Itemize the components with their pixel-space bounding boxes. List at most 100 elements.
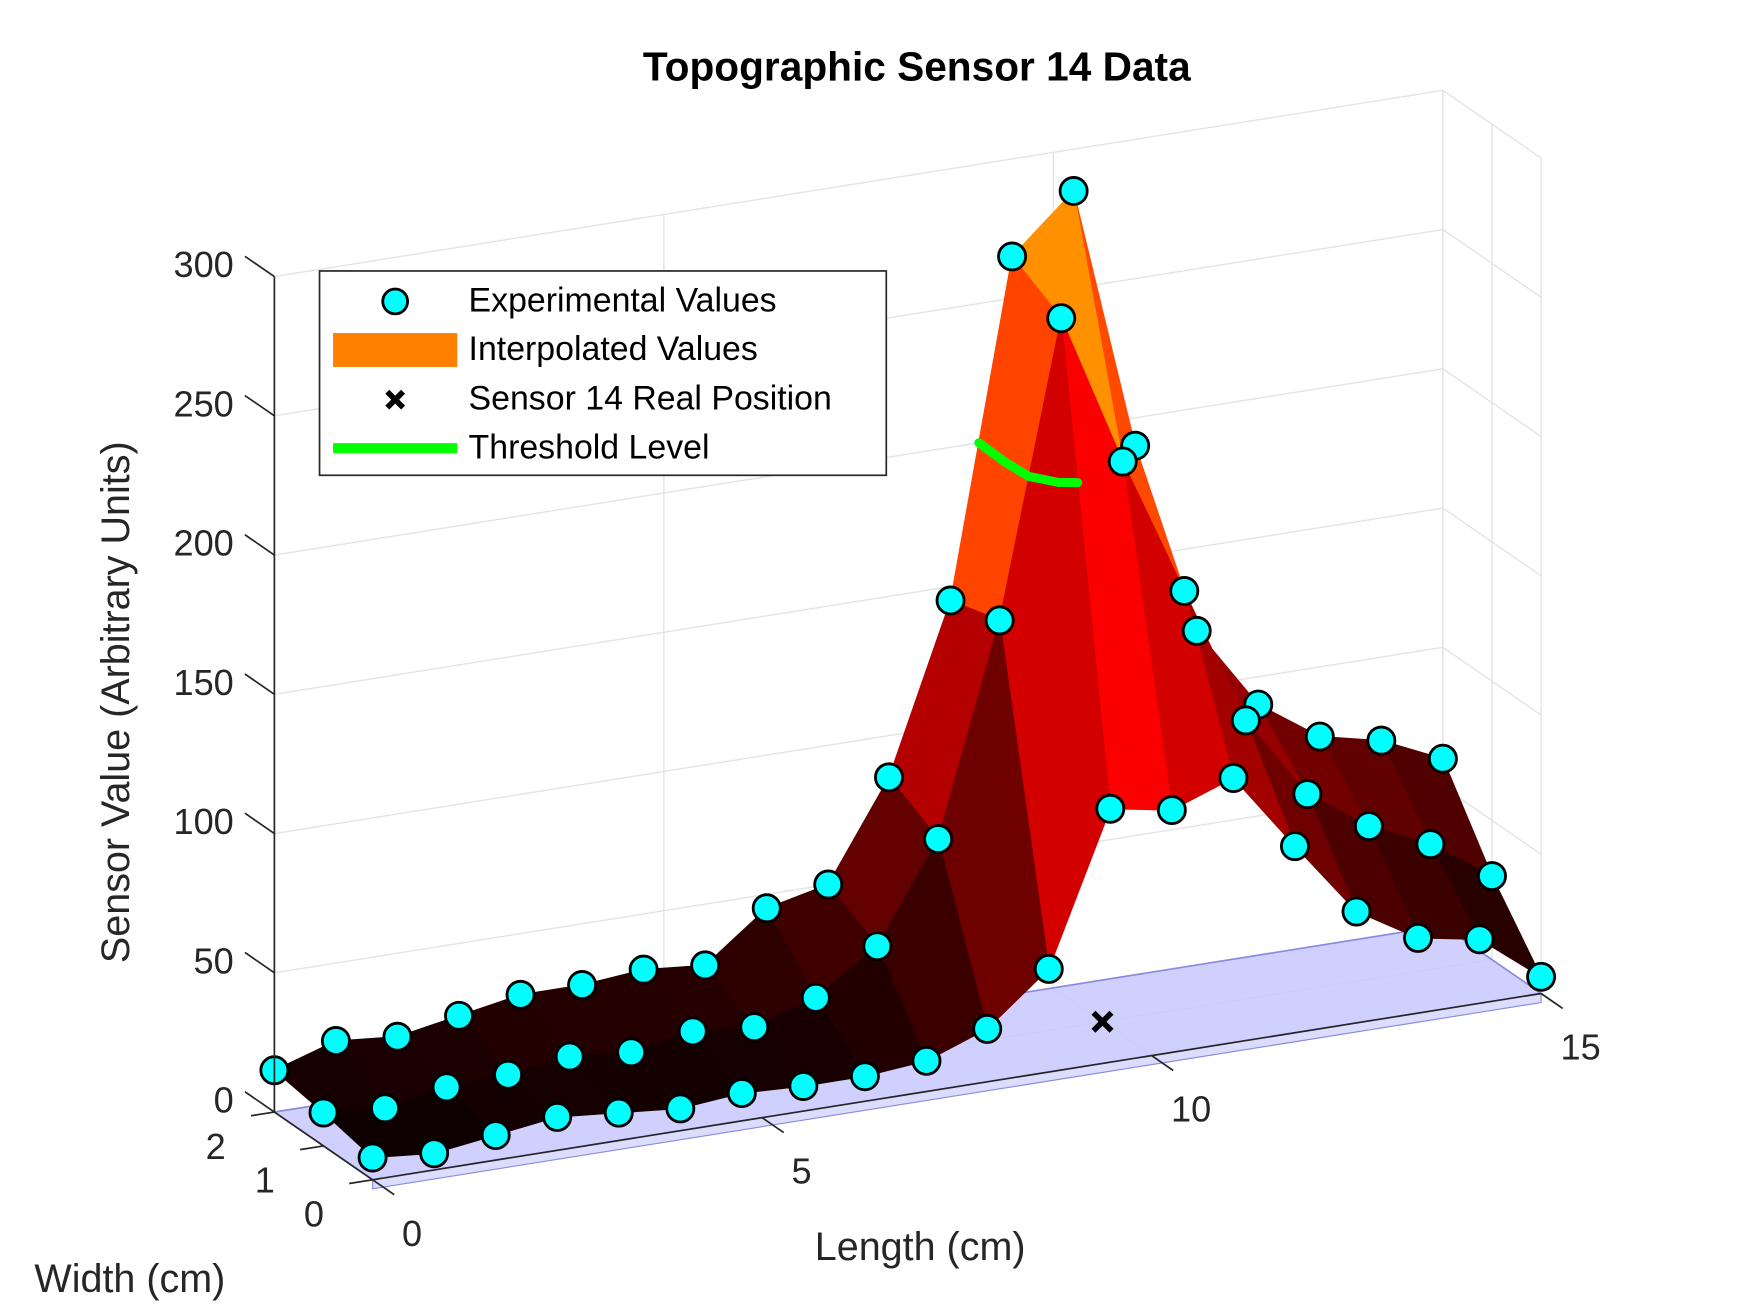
experimental-point: [1403, 922, 1433, 953]
grid-line: [1442, 89, 1542, 159]
experimental-point: [308, 1097, 339, 1128]
experimental-point: [690, 950, 721, 981]
x-tick-label: 0: [402, 1213, 422, 1254]
experimental-point: [419, 1138, 450, 1169]
y-tick-label: 1: [255, 1160, 275, 1201]
experimental-point: [935, 585, 966, 616]
experimental-point: [1353, 811, 1384, 842]
x-axis-label: Length (cm): [815, 1225, 1026, 1269]
experimental-point: [997, 241, 1028, 272]
experimental-point: [1095, 793, 1126, 824]
experimental-point: [1279, 831, 1310, 862]
x-axis-line: [372, 992, 1542, 1181]
z-tick: [244, 673, 275, 696]
z-tick-label: 150: [173, 662, 233, 703]
x-tick: [372, 1179, 395, 1196]
z-tick: [244, 394, 275, 417]
legend-label: Threshold Level: [469, 428, 710, 466]
z-tick: [244, 534, 275, 556]
z-tick-label: 200: [173, 523, 233, 564]
z-tick: [244, 951, 275, 974]
experimental-point: [677, 1016, 708, 1047]
experimental-point: [382, 1021, 413, 1052]
x-tick-label: 15: [1561, 1026, 1601, 1067]
grid-line: [274, 507, 1443, 695]
experimental-point: [431, 1072, 462, 1103]
z-tick-label: 250: [173, 383, 233, 424]
z-tick-label: 100: [173, 801, 233, 842]
legend-label: Interpolated Values: [469, 330, 758, 368]
experimental-point: [923, 824, 954, 855]
experimental-point: [1107, 446, 1138, 477]
experimental-point: [603, 1097, 634, 1128]
x-tick: [761, 1116, 785, 1134]
experimental-point: [554, 1041, 585, 1072]
x-tick-label: 10: [1171, 1089, 1211, 1130]
y-axis-line: [273, 1111, 374, 1181]
sensor-marker: [1091, 1010, 1114, 1033]
experimental-point: [1464, 924, 1495, 955]
experimental-point: [1046, 303, 1077, 334]
z-tick-label: 0: [214, 1080, 234, 1121]
experimental-point: [567, 970, 598, 1000]
legend-label: Experimental Values: [469, 282, 777, 320]
experimental-point: [1304, 721, 1335, 752]
legend: Experimental Values Interpolated Values …: [318, 270, 888, 477]
experimental-point: [788, 1071, 819, 1102]
experimental-point: [849, 1061, 880, 1092]
experimental-point: [1169, 576, 1200, 606]
experimental-point: [1427, 743, 1458, 774]
experimental-point: [862, 931, 893, 962]
experimental-point: [1181, 615, 1212, 646]
experimental-point: [357, 1142, 388, 1173]
threshold-segment: [1024, 471, 1063, 487]
z-tick: [244, 812, 275, 835]
experimental-point: [493, 1059, 524, 1090]
grid-line: [1442, 646, 1542, 716]
experimental-point: [1341, 896, 1372, 927]
y-tick-label: 0: [304, 1194, 324, 1235]
experimental-point: [972, 1013, 1003, 1044]
grid-line: [274, 89, 1443, 278]
x-tick: [1540, 992, 1564, 1010]
z-tick-label: 300: [173, 244, 233, 285]
experimental-point: [1366, 725, 1397, 756]
y-axis-label: Width (cm): [34, 1257, 225, 1301]
experimental-point: [505, 979, 536, 1010]
threshold-segment: [974, 438, 1010, 467]
y-tick-label: 2: [206, 1126, 226, 1167]
experimental-point: [628, 954, 659, 985]
legend-symbol: [385, 389, 406, 410]
experimental-point: [751, 893, 782, 924]
legend-symbol: [333, 333, 458, 367]
legend-symbol: [381, 287, 410, 316]
grid-line: [1442, 507, 1542, 577]
experimental-point: [1230, 705, 1261, 736]
experimental-point: [616, 1037, 647, 1068]
experimental-point: [911, 1045, 942, 1076]
y-tick: [250, 1111, 275, 1117]
experimental-point: [800, 982, 831, 1013]
experimental-point: [1218, 763, 1249, 793]
z-axis-label: Sensor Value (Arbitrary Units): [94, 441, 138, 963]
chart-title: Topographic Sensor 14 Data: [643, 44, 1191, 90]
threshold-segment: [1000, 457, 1034, 481]
experimental-point: [874, 762, 904, 793]
experimental-point: [1415, 829, 1446, 860]
experimental-point: [739, 1012, 770, 1043]
x-tick: [1151, 1054, 1174, 1072]
experimental-point: [1477, 861, 1507, 892]
experimental-point: [370, 1093, 400, 1124]
experimental-point: [542, 1101, 573, 1132]
experimental-point: [984, 605, 1015, 636]
experimental-point: [320, 1026, 351, 1056]
experimental-point: [665, 1093, 696, 1124]
experimental-point: [1156, 795, 1187, 826]
z-tick-label: 50: [194, 940, 234, 981]
experimental-point: [480, 1120, 511, 1151]
grid-line: [1442, 229, 1542, 298]
experimental-point: [1033, 953, 1064, 984]
y-tick: [349, 1178, 373, 1185]
